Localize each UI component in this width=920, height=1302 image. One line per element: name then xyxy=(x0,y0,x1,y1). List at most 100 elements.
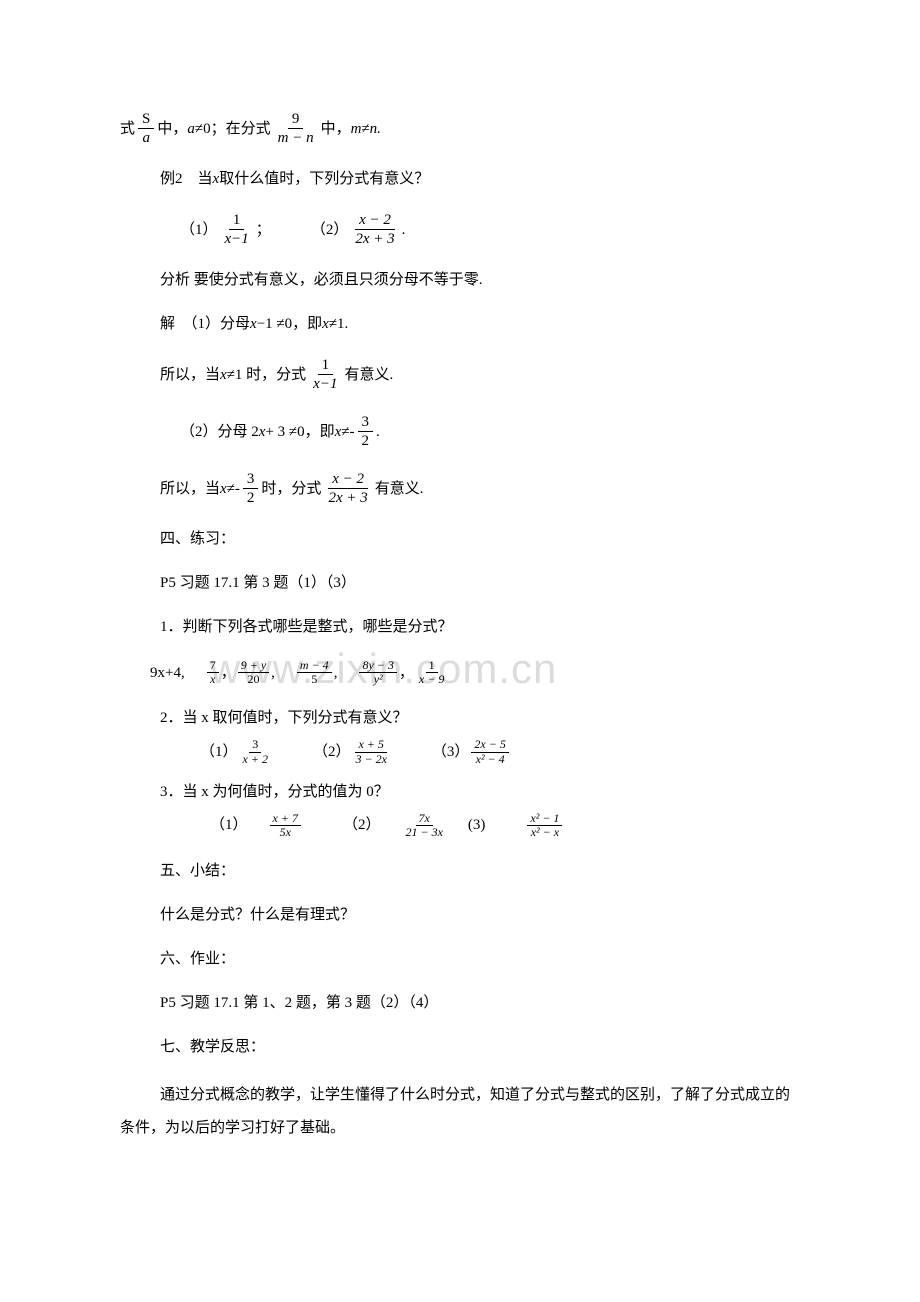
fraction: 8y − 3 y² xyxy=(359,659,396,686)
var: x xyxy=(213,167,220,191)
text: （1） xyxy=(210,813,248,837)
text: ≠ xyxy=(361,117,369,141)
text: 五、小结： xyxy=(160,859,235,883)
q1-title: 1．判断下列各式哪些是整式，哪些是分式？ xyxy=(120,615,800,639)
text: 四、练习： xyxy=(160,527,235,551)
denominator: x xyxy=(207,673,218,686)
fraction: 1 x − 9 xyxy=(416,659,447,686)
section6-title: 六、作业： xyxy=(120,947,800,971)
fraction: 3 2 xyxy=(243,470,259,507)
fraction: m − 4 5 xyxy=(297,659,332,686)
fraction: x − 2 2x + 3 xyxy=(324,470,371,507)
var: x xyxy=(220,363,227,387)
denominator: 20 xyxy=(244,673,262,686)
var: x xyxy=(322,312,329,336)
document-body: 式 S a 中， a ≠0；在分式 9 m − n 中， m ≠ n. 例2 当… xyxy=(120,110,800,1145)
var: a xyxy=(187,117,195,141)
so2-line: 所以，当 x ≠- 3 2 时，分式 x − 2 2x + 3 有意义. xyxy=(120,470,800,507)
so1-line: 所以，当 x ≠1 时，分式 1 x−1 有意义. xyxy=(120,356,800,393)
fraction: 3 2 xyxy=(358,413,374,450)
numerator: 7x xyxy=(416,812,433,826)
text: （1） xyxy=(200,740,238,764)
denominator: 2 xyxy=(358,432,374,450)
text: 时，分式 xyxy=(261,477,321,501)
text: 9x+4, xyxy=(150,661,185,685)
denominator: x−1 xyxy=(309,375,341,393)
q2-items: （1） 3 x + 2 （2） x + 5 3 − 2x （3） 2x − 5 … xyxy=(120,738,800,765)
fraction: 9 + y 20 xyxy=(238,659,269,686)
fraction: 7 x xyxy=(207,659,219,686)
numerator: 1 xyxy=(318,356,334,375)
section4-title: 四、练习： xyxy=(120,527,800,551)
fraction: x + 7 5x xyxy=(270,812,301,839)
example2-items: （1） 1 x−1 ； （2） x − 2 2x + 3 . xyxy=(120,211,800,248)
text: ≠- xyxy=(341,420,354,444)
q1-items: 9x+4, 7 x ， 9 + y 20 , m − 4 5 , 8y − 3 … xyxy=(120,659,800,686)
text: （2） xyxy=(311,218,349,242)
numerator: m − 4 xyxy=(297,659,332,673)
text: 中， xyxy=(321,117,351,141)
text: 有意义. xyxy=(344,363,393,387)
text: 所以，当 xyxy=(160,477,220,501)
text: 有意义. xyxy=(375,477,424,501)
text: ， xyxy=(399,661,414,685)
text: 分析 要使分式有意义，必须且只须分母不等于零. xyxy=(160,268,483,292)
numerator: x + 5 xyxy=(355,738,386,752)
text: （2） xyxy=(313,740,351,764)
text: ≠- xyxy=(227,477,240,501)
text: 通过分式概念的教学，让学生懂得了什么时分式，知道了分式与整式的区别，了解了分式成… xyxy=(120,1087,790,1136)
text: P5 习题 17.1 第 3 题（1）（3） xyxy=(160,571,356,595)
denominator: 3 − 2x xyxy=(352,753,389,766)
fraction: 7x 21 − 3x xyxy=(402,812,445,839)
denominator: 5 xyxy=(308,673,320,686)
text: ； xyxy=(256,218,271,242)
text: 1．判断下列各式哪些是整式，哪些是分式？ xyxy=(160,615,453,639)
fraction: 9 m − n xyxy=(274,110,318,147)
fraction: 1 x−1 xyxy=(309,356,341,393)
numerator: 9 + y xyxy=(238,659,269,673)
text: 中， xyxy=(157,117,187,141)
section7-body: 通过分式概念的教学，让学生懂得了什么时分式，知道了分式与整式的区别，了解了分式成… xyxy=(120,1079,800,1145)
var: x xyxy=(250,312,257,336)
denominator: 2x + 3 xyxy=(351,230,398,248)
denominator: a xyxy=(138,129,154,147)
text: （3） xyxy=(432,740,470,764)
text: ≠0；在分式 xyxy=(195,117,271,141)
text: , xyxy=(271,661,275,685)
text: ≠1 时，分式 xyxy=(227,363,306,387)
analysis-line: 分析 要使分式有意义，必须且只须分母不等于零. xyxy=(120,268,800,292)
text: （2）分母 2 xyxy=(180,420,259,444)
var: x xyxy=(259,420,266,444)
text: + 3 ≠0，即 xyxy=(265,420,334,444)
denominator: m − n xyxy=(274,129,318,147)
section5-q: 什么是分式？什么是有理式？ xyxy=(120,903,800,927)
text: P5 习题 17.1 第 1、2 题，第 3 题（2）（4） xyxy=(160,991,438,1015)
fraction: 1 x−1 xyxy=(221,211,253,248)
denominator: 2 xyxy=(243,489,259,507)
solution1: 解 （1）分母 x −1 ≠0，即 x ≠1. xyxy=(120,312,800,336)
denominator: x² − x xyxy=(528,826,562,839)
denominator: x − 9 xyxy=(416,673,447,686)
q2-title: 2．当 x 取何值时，下列分式有意义？ xyxy=(120,706,800,730)
var: m xyxy=(351,117,362,141)
fraction: x − 2 2x + 3 xyxy=(351,211,398,248)
numerator: 1 xyxy=(229,211,245,230)
text: ≠1. xyxy=(329,312,348,336)
numerator: x + 7 xyxy=(270,812,301,826)
text: . xyxy=(402,218,406,242)
fraction: 2x − 5 x² − 4 xyxy=(471,738,508,765)
numerator: 1 xyxy=(426,659,438,673)
text: 3．当 x 为何值时，分式的值为 0？ xyxy=(160,780,389,804)
numerator: 3 xyxy=(243,470,259,489)
text: ， xyxy=(221,661,236,685)
fraction: x + 5 3 − 2x xyxy=(352,738,389,765)
text: （1） xyxy=(180,218,218,242)
text: 什么是分式？什么是有理式？ xyxy=(160,903,355,927)
text: （2） xyxy=(343,813,381,837)
numerator: 8y − 3 xyxy=(359,659,396,673)
text: 七、教学反思： xyxy=(160,1035,265,1059)
text: . xyxy=(376,420,380,444)
var: n. xyxy=(370,117,381,141)
text: 取什么值时，下列分式有意义？ xyxy=(219,167,429,191)
denominator: 21 − 3x xyxy=(402,826,445,839)
